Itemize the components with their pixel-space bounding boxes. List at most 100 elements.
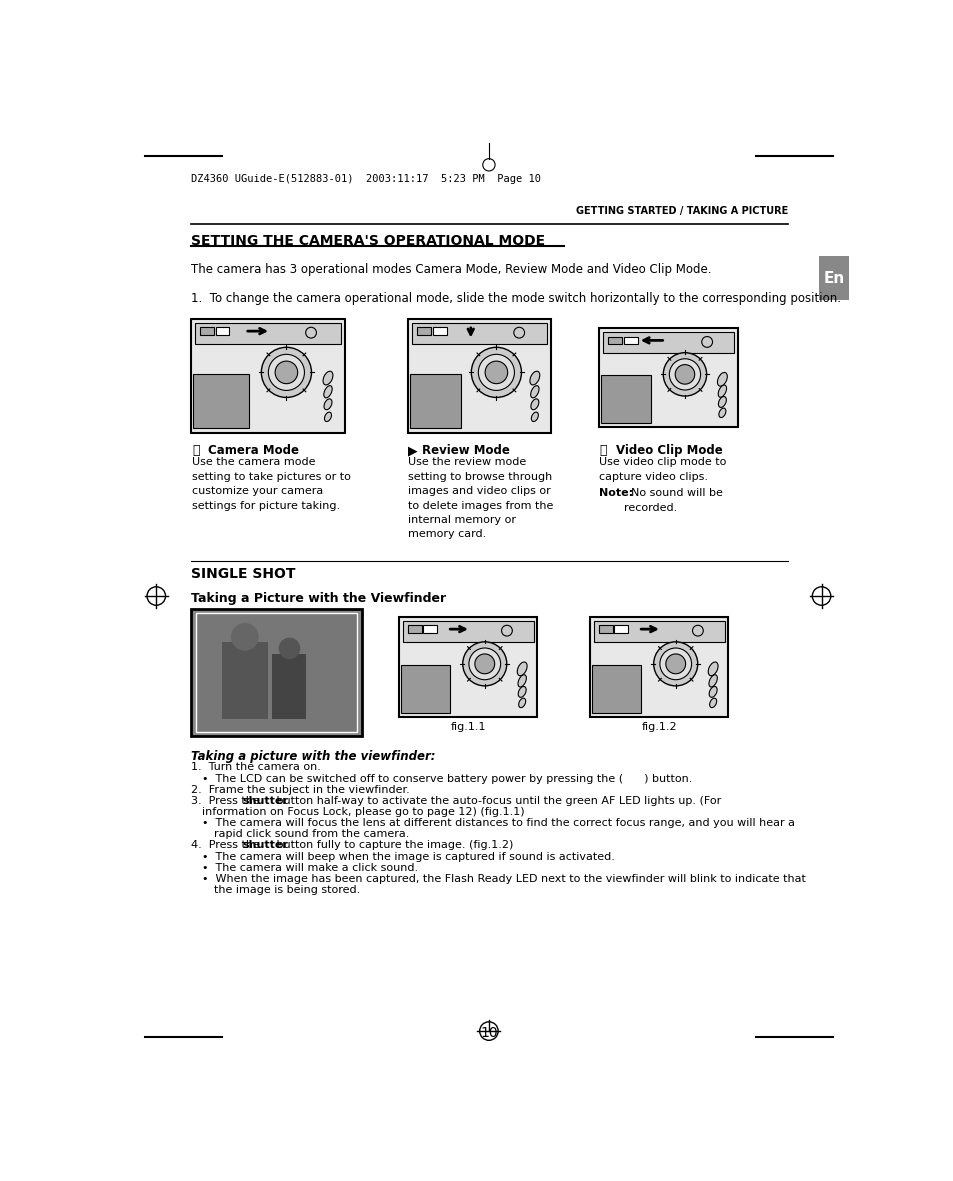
Text: •  The camera will make a click sound.: • The camera will make a click sound. xyxy=(202,863,418,873)
Ellipse shape xyxy=(530,399,538,410)
Circle shape xyxy=(477,354,514,391)
Text: 1.  To change the camera operational mode, slide the mode switch horizontally to: 1. To change the camera operational mode… xyxy=(191,292,840,305)
Circle shape xyxy=(485,361,507,384)
Text: En: En xyxy=(822,270,843,286)
Text: rapid click sound from the camera.: rapid click sound from the camera. xyxy=(213,829,409,840)
Ellipse shape xyxy=(324,399,332,410)
Bar xyxy=(193,373,249,429)
Circle shape xyxy=(662,353,706,396)
Text: ▶: ▶ xyxy=(408,444,417,457)
Circle shape xyxy=(462,641,506,686)
Bar xyxy=(598,625,612,633)
Text: fig.1.1: fig.1.1 xyxy=(450,723,485,732)
Circle shape xyxy=(274,361,297,384)
Ellipse shape xyxy=(718,397,725,407)
Ellipse shape xyxy=(708,686,717,697)
Text: 1.  Turn the camera on.: 1. Turn the camera on. xyxy=(191,763,320,772)
Text: 10: 10 xyxy=(479,1025,497,1039)
Text: The camera has 3 operational modes Camera Mode, Review Mode and Video Clip Mode.: The camera has 3 operational modes Camer… xyxy=(191,263,711,276)
Bar xyxy=(614,625,628,633)
Text: Video Clip Mode: Video Clip Mode xyxy=(616,444,722,457)
Bar xyxy=(408,319,550,432)
Text: button fully to capture the image. (fig.1.2): button fully to capture the image. (fig.… xyxy=(274,841,513,850)
Circle shape xyxy=(475,654,495,674)
Text: Taking a Picture with the Viewfinder: Taking a Picture with the Viewfinder xyxy=(191,592,446,605)
Text: the image is being stored.: the image is being stored. xyxy=(213,885,360,895)
Bar xyxy=(600,376,650,423)
Bar xyxy=(215,327,229,335)
Bar xyxy=(608,337,621,344)
Text: 2.  Frame the subject in the viewfinder.: 2. Frame the subject in the viewfinder. xyxy=(191,784,409,795)
Ellipse shape xyxy=(717,372,726,386)
Text: •  The camera will beep when the image is captured if sound is activated.: • The camera will beep when the image is… xyxy=(202,852,615,862)
Text: Use the review mode
setting to browse through
images and video clips or
to delet: Use the review mode setting to browse th… xyxy=(408,457,553,540)
Bar xyxy=(423,625,436,633)
Text: SETTING THE CAMERA'S OPERATIONAL MODE: SETTING THE CAMERA'S OPERATIONAL MODE xyxy=(191,234,544,248)
Text: Taking a picture with the viewfinder:: Taking a picture with the viewfinder: xyxy=(191,750,435,763)
Bar xyxy=(402,621,533,642)
Text: No sound will be
recorded.: No sound will be recorded. xyxy=(624,488,722,513)
Ellipse shape xyxy=(517,686,526,697)
Bar xyxy=(221,642,268,719)
Circle shape xyxy=(305,327,316,338)
Bar xyxy=(195,613,356,732)
Text: SINGLE SHOT: SINGLE SHOT xyxy=(191,567,295,581)
Ellipse shape xyxy=(323,386,332,398)
Text: shutter: shutter xyxy=(242,796,288,805)
Bar xyxy=(433,327,446,335)
Ellipse shape xyxy=(324,412,331,422)
Circle shape xyxy=(261,347,312,398)
Text: •  When the image has been captured, the Flash Ready LED next to the viewfinder : • When the image has been captured, the … xyxy=(202,874,805,885)
Circle shape xyxy=(669,359,700,390)
Circle shape xyxy=(701,337,712,347)
Text: Use the camera mode
setting to take pictures or to
customize your camera
setting: Use the camera mode setting to take pict… xyxy=(193,457,351,510)
Bar xyxy=(191,609,361,736)
Text: •  The camera will focus the lens at different distances to find the correct foc: • The camera will focus the lens at diff… xyxy=(202,818,795,828)
Bar xyxy=(819,255,847,300)
Text: 🎥: 🎥 xyxy=(598,444,606,457)
Bar xyxy=(602,332,733,353)
Circle shape xyxy=(501,625,512,637)
Text: 📷: 📷 xyxy=(193,444,200,457)
Text: GETTING STARTED / TAKING A PICTURE: GETTING STARTED / TAKING A PICTURE xyxy=(576,207,787,216)
Circle shape xyxy=(653,641,697,686)
Bar xyxy=(416,327,431,335)
Ellipse shape xyxy=(718,385,726,397)
Bar xyxy=(412,322,546,344)
Bar xyxy=(398,616,537,717)
Bar xyxy=(593,621,723,642)
Text: Note:: Note: xyxy=(598,488,633,498)
Ellipse shape xyxy=(709,698,716,707)
Bar xyxy=(408,625,421,633)
Ellipse shape xyxy=(531,412,537,422)
Ellipse shape xyxy=(323,371,333,385)
Text: DZ4360 UGuide-E(512883-01)  2003:11:17  5:23 PM  Page 10: DZ4360 UGuide-E(512883-01) 2003:11:17 5:… xyxy=(191,174,540,184)
Ellipse shape xyxy=(530,386,538,398)
Bar xyxy=(194,322,341,344)
Bar xyxy=(623,337,637,344)
Text: information on Focus Lock, please go to page 12) (fig.1.1): information on Focus Lock, please go to … xyxy=(202,807,524,817)
Text: Use video clip mode to
capture video clips.: Use video clip mode to capture video cli… xyxy=(598,457,725,482)
Ellipse shape xyxy=(518,698,525,707)
Circle shape xyxy=(469,648,500,680)
Circle shape xyxy=(692,625,702,637)
Bar xyxy=(200,327,213,335)
Text: •  The LCD can be switched off to conserve battery power by pressing the (      : • The LCD can be switched off to conserv… xyxy=(202,774,692,783)
Text: Review Mode: Review Mode xyxy=(421,444,509,457)
Bar xyxy=(410,373,460,429)
Ellipse shape xyxy=(517,674,526,687)
Circle shape xyxy=(278,638,300,659)
Ellipse shape xyxy=(707,663,718,676)
Circle shape xyxy=(514,327,524,338)
Bar xyxy=(400,665,450,713)
Bar xyxy=(272,654,306,719)
Circle shape xyxy=(471,347,521,398)
Circle shape xyxy=(675,365,694,384)
Text: 4.  Press the: 4. Press the xyxy=(191,841,263,850)
Ellipse shape xyxy=(529,371,539,385)
Circle shape xyxy=(665,654,685,674)
Circle shape xyxy=(268,354,304,391)
Ellipse shape xyxy=(708,674,717,687)
Ellipse shape xyxy=(517,663,527,676)
Ellipse shape xyxy=(719,409,725,418)
